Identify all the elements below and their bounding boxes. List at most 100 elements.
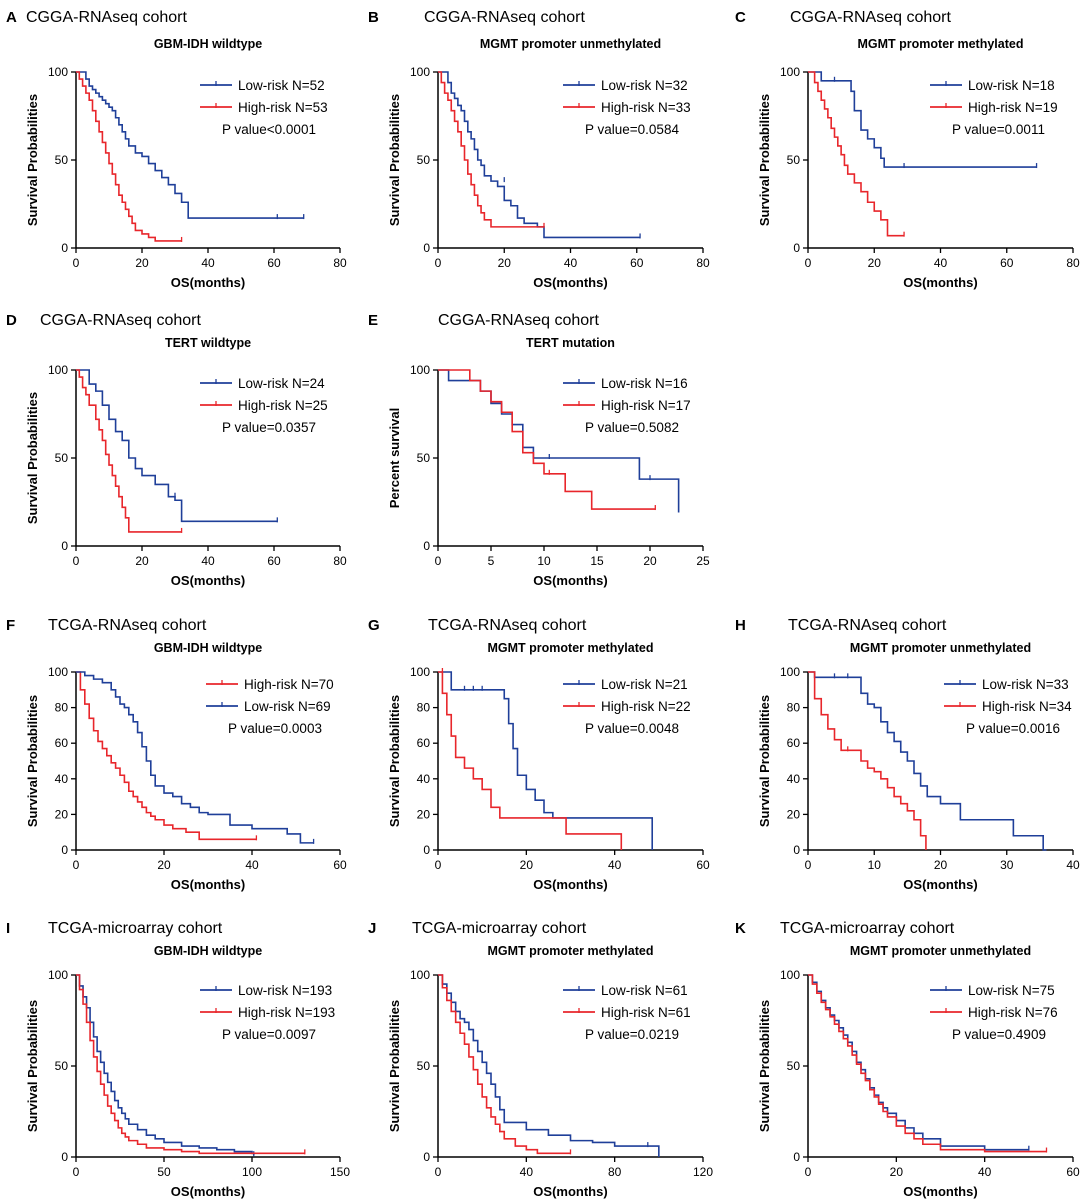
y-axis-title: Survival Probabilities bbox=[387, 695, 402, 827]
x-tick-label: 10 bbox=[868, 858, 882, 872]
p-value: P value=0.0048 bbox=[585, 721, 679, 736]
panel-a: A CGGA-RNAseq cohort GBM-IDH wildtype 0 20 40… bbox=[6, 9, 347, 290]
x-tick-label: 0 bbox=[73, 554, 80, 568]
x-tick-label: 0 bbox=[435, 858, 442, 872]
x-tick-label: 60 bbox=[267, 256, 281, 270]
x-tick-label: 40 bbox=[978, 1165, 992, 1179]
x-tick-label: 40 bbox=[201, 554, 215, 568]
x-tick-label: 20 bbox=[157, 858, 171, 872]
chart-subtitle: MGMT promoter unmethylated bbox=[480, 37, 661, 51]
y-tick-label: 0 bbox=[793, 241, 800, 255]
low-risk-curve bbox=[808, 671, 1047, 851]
x-tick-label: 20 bbox=[934, 858, 948, 872]
chart-title: TCGA-RNAseq cohort bbox=[428, 617, 587, 634]
y-tick-label: 0 bbox=[423, 843, 430, 857]
chart-title: TCGA-microarray cohort bbox=[48, 920, 223, 937]
x-tick-label: 0 bbox=[805, 256, 812, 270]
p-value: P value=0.0011 bbox=[952, 122, 1045, 137]
x-tick-label: 120 bbox=[693, 1165, 713, 1179]
x-tick-label: 20 bbox=[520, 858, 534, 872]
high-risk-legend-label: High-risk N=25 bbox=[238, 398, 328, 413]
chart-title: TCGA-RNAseq cohort bbox=[48, 617, 207, 634]
chart-subtitle: MGMT promoter unmethylated bbox=[850, 944, 1031, 958]
y-tick-label: 0 bbox=[61, 843, 68, 857]
low-risk-legend-label: Low-risk N=69 bbox=[244, 699, 331, 714]
x-tick-label: 20 bbox=[498, 256, 512, 270]
y-tick-label: 100 bbox=[410, 968, 430, 982]
y-axis-title: Survival Probabilities bbox=[25, 94, 40, 226]
panel-f: F TCGA-RNAseq cohort GBM-IDH wildtype 0 20 40… bbox=[6, 617, 347, 892]
chart-title: CGGA-RNAseq cohort bbox=[26, 9, 187, 26]
x-tick-label: 60 bbox=[267, 554, 281, 568]
y-axis-title: Survival Probabilities bbox=[25, 695, 40, 827]
panel-b: B CGGA-RNAseq cohort MGMT promoter unmethy… bbox=[368, 9, 710, 290]
low-risk-legend-label: Low-risk N=193 bbox=[238, 983, 332, 998]
low-risk-curve bbox=[76, 71, 304, 219]
high-risk-curve bbox=[76, 671, 257, 841]
x-tick-label: 60 bbox=[630, 256, 644, 270]
x-tick-label: 40 bbox=[201, 256, 215, 270]
x-tick-label: 20 bbox=[890, 1165, 904, 1179]
x-tick-label: 150 bbox=[330, 1165, 350, 1179]
x-tick-label: 0 bbox=[805, 1165, 812, 1179]
y-tick-label: 50 bbox=[417, 1059, 431, 1073]
panel-letter: H bbox=[735, 617, 746, 634]
x-axis-title: OS(months) bbox=[533, 1184, 607, 1199]
y-tick-label: 100 bbox=[48, 665, 68, 679]
y-tick-label: 50 bbox=[55, 451, 69, 465]
x-tick-label: 0 bbox=[73, 1165, 80, 1179]
x-tick-label: 80 bbox=[333, 554, 347, 568]
high-risk-legend-label: High-risk N=33 bbox=[601, 100, 691, 115]
x-tick-label: 20 bbox=[643, 554, 657, 568]
y-axis-title: Percent survival bbox=[387, 408, 402, 508]
y-tick-label: 80 bbox=[55, 701, 69, 715]
panel-letter: E bbox=[368, 312, 378, 329]
low-risk-legend-label: Low-risk N=75 bbox=[968, 983, 1055, 998]
chart-subtitle: MGMT promoter methylated bbox=[858, 37, 1024, 51]
y-axis-title: Survival Probabilities bbox=[387, 1000, 402, 1132]
panel-letter: K bbox=[735, 920, 746, 937]
y-tick-label: 20 bbox=[55, 807, 69, 821]
x-tick-label: 40 bbox=[245, 858, 259, 872]
y-tick-label: 50 bbox=[787, 153, 801, 167]
x-tick-label: 40 bbox=[608, 858, 622, 872]
p-value: P value=0.0016 bbox=[966, 721, 1060, 736]
chart-subtitle: GBM-IDH wildtype bbox=[154, 641, 262, 655]
low-risk-curve bbox=[76, 671, 314, 844]
y-tick-label: 40 bbox=[55, 772, 69, 786]
y-tick-label: 100 bbox=[780, 665, 800, 679]
low-risk-curve bbox=[808, 71, 1037, 168]
y-tick-label: 0 bbox=[793, 1150, 800, 1164]
panel-g: G TCGA-RNAseq cohort MGMT promoter methyla… bbox=[368, 617, 710, 892]
x-axis-title: OS(months) bbox=[533, 877, 607, 892]
chart-subtitle: MGMT promoter methylated bbox=[488, 944, 654, 958]
p-value: P value=0.0357 bbox=[222, 420, 316, 435]
high-risk-curve bbox=[76, 369, 182, 533]
y-tick-label: 40 bbox=[787, 772, 801, 786]
low-risk-legend-label: Low-risk N=24 bbox=[238, 376, 325, 391]
y-tick-label: 100 bbox=[48, 363, 68, 377]
low-risk-legend-label: Low-risk N=21 bbox=[601, 677, 688, 692]
panel-letter: B bbox=[368, 9, 379, 26]
p-value: P value=0.0097 bbox=[222, 1027, 316, 1042]
x-tick-label: 0 bbox=[73, 256, 80, 270]
y-tick-label: 50 bbox=[417, 153, 431, 167]
x-axis-title: OS(months) bbox=[171, 275, 245, 290]
chart-subtitle: MGMT promoter unmethylated bbox=[850, 641, 1031, 655]
x-tick-label: 40 bbox=[1066, 858, 1080, 872]
chart-subtitle: GBM-IDH wildtype bbox=[154, 944, 262, 958]
y-tick-label: 100 bbox=[410, 363, 430, 377]
panel-letter: F bbox=[6, 617, 15, 634]
y-tick-label: 80 bbox=[787, 701, 801, 715]
x-tick-label: 20 bbox=[135, 256, 149, 270]
chart-title: TCGA-microarray cohort bbox=[412, 920, 587, 937]
x-tick-label: 5 bbox=[488, 554, 495, 568]
y-axis-title: Survival Probabilities bbox=[757, 94, 772, 226]
x-tick-label: 0 bbox=[435, 256, 442, 270]
high-risk-curve bbox=[438, 974, 571, 1155]
high-risk-curve bbox=[438, 71, 544, 228]
x-tick-label: 15 bbox=[590, 554, 604, 568]
y-tick-label: 0 bbox=[423, 241, 430, 255]
chart-title: CGGA-RNAseq cohort bbox=[424, 9, 585, 26]
